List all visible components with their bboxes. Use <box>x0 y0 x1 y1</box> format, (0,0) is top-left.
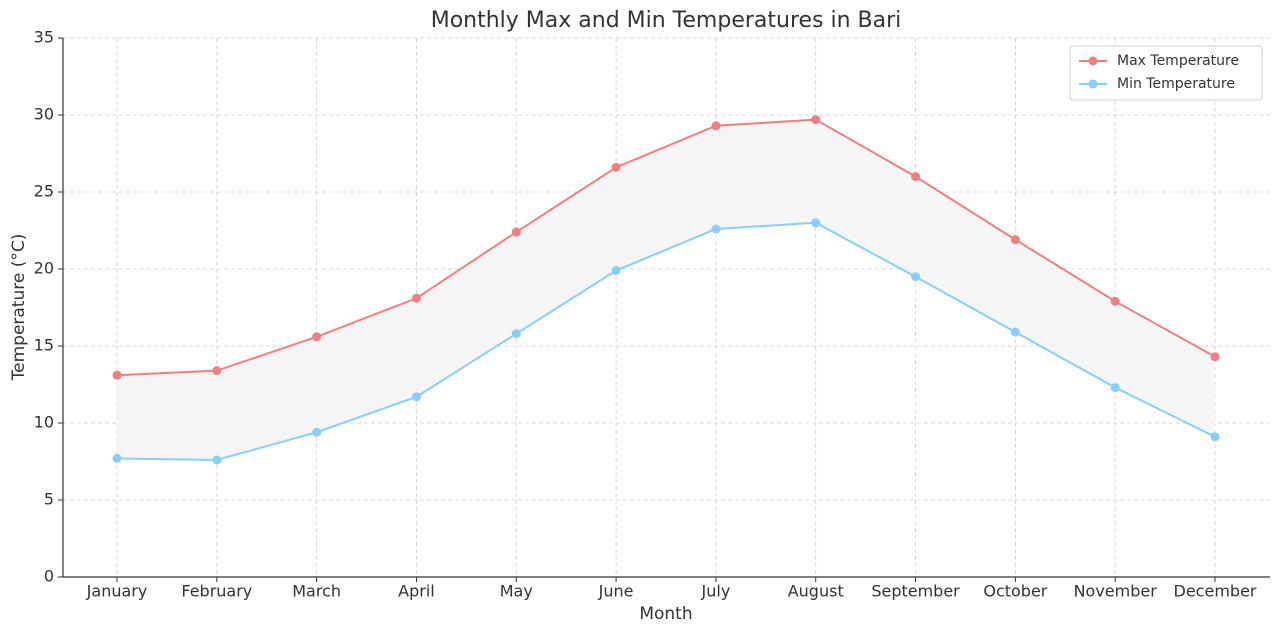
y-tick-label: 30 <box>34 105 54 124</box>
data-point <box>1210 432 1220 442</box>
data-point <box>711 121 721 131</box>
series-line <box>116 118 1216 377</box>
data-point <box>411 293 421 303</box>
chart-title: Monthly Max and Min Temperatures in Bari <box>431 8 902 33</box>
legend-label: Min Temperature <box>1117 76 1235 92</box>
legend-label: Max Temperature <box>1117 53 1239 69</box>
y-tick-label: 5 <box>44 490 54 509</box>
x-tick-label: September <box>871 582 960 601</box>
x-tick-label: February <box>181 582 252 601</box>
y-tick-label: 20 <box>34 259 54 278</box>
data-point <box>212 366 222 376</box>
x-tick-label: March <box>292 582 341 601</box>
x-tick-label: November <box>1074 582 1158 601</box>
data-point <box>212 455 222 465</box>
series-line <box>116 221 1216 461</box>
data-point <box>611 162 621 172</box>
x-tick-label: December <box>1174 582 1257 601</box>
data-point <box>1110 296 1120 306</box>
y-tick-label: 15 <box>34 336 54 355</box>
data-point <box>811 115 821 125</box>
y-axis-label: Temperature (°C) <box>9 234 29 382</box>
data-point <box>411 392 421 402</box>
x-tick-label: October <box>983 582 1047 601</box>
data-point <box>1210 352 1220 362</box>
data-point <box>811 218 821 228</box>
data-point <box>112 370 122 380</box>
x-tick-label: June <box>598 582 634 601</box>
y-tick-label: 25 <box>34 182 54 201</box>
data-point <box>511 329 521 339</box>
data-point <box>1110 383 1120 393</box>
data-point <box>312 332 322 342</box>
data-point <box>611 266 621 276</box>
y-tick-label: 10 <box>34 413 54 432</box>
data-point <box>112 453 122 463</box>
x-tick-label: July <box>701 582 731 601</box>
data-point <box>911 172 921 182</box>
data-point <box>312 427 322 437</box>
data-point <box>511 227 521 237</box>
data-point <box>711 224 721 234</box>
legend-marker <box>1088 56 1098 66</box>
y-tick-label: 35 <box>34 28 54 47</box>
x-tick-label: May <box>500 582 533 601</box>
data-point <box>1010 327 1020 337</box>
x-tick-label: April <box>398 582 435 601</box>
data-point <box>911 272 921 282</box>
data-point <box>1010 235 1020 245</box>
y-tick-label: 0 <box>44 567 54 586</box>
x-tick-label: January <box>86 582 148 601</box>
x-axis-label: Month <box>639 604 692 624</box>
legend-marker <box>1088 79 1098 89</box>
legend-box <box>1069 45 1263 101</box>
x-tick-label: August <box>788 582 844 601</box>
range-fill <box>117 119 1215 460</box>
